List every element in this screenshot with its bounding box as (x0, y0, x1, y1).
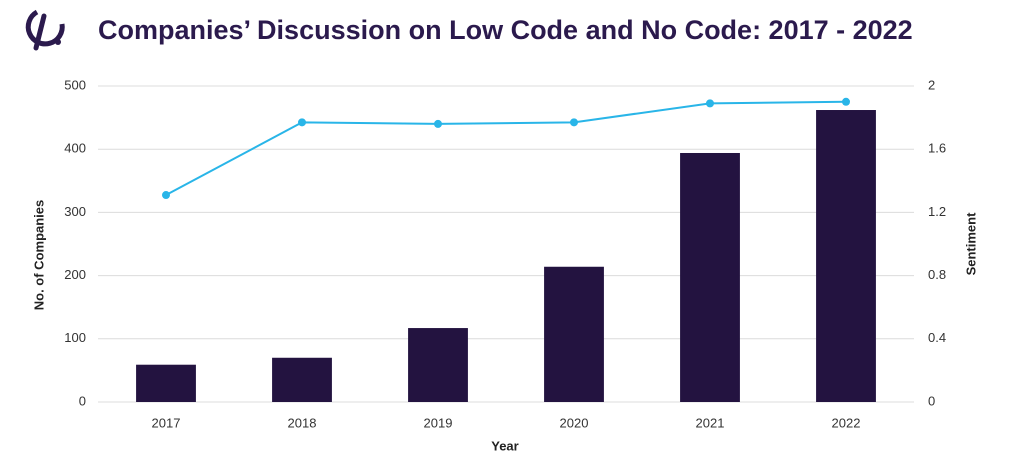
bar (816, 110, 876, 403)
y2-tick-label: 0.4 (928, 330, 946, 345)
y2-tick-label: 0.8 (928, 267, 946, 282)
y-tick-label: 300 (64, 204, 86, 219)
line-point (434, 119, 442, 128)
line-point (842, 97, 850, 106)
y-tick-label: 500 (64, 77, 86, 92)
logo (25, 9, 65, 51)
line-point (162, 191, 170, 200)
bar (544, 266, 604, 402)
line-point (298, 118, 306, 127)
y2-tick-label: 0 (928, 393, 935, 408)
y2-tick-label: 2 (928, 77, 935, 92)
y2-tick-label: 1.6 (928, 141, 946, 156)
y-tick-label: 400 (64, 141, 86, 156)
logo-stroke (33, 13, 47, 51)
x-tick-label: 2017 (152, 415, 181, 430)
x-tick-label: 2021 (696, 415, 725, 430)
y2-tick-label: 1.2 (928, 204, 946, 219)
y-tick-label: 200 (64, 267, 86, 282)
y-tick-label: 0 (79, 393, 86, 408)
x-axis-title: Year (491, 438, 518, 453)
bar (680, 152, 740, 402)
y-axis-title: No. of Companies (31, 200, 46, 311)
line (165, 100, 847, 196)
bar (136, 364, 196, 402)
chart-title: Companies’ Discussion on Low Code and No… (98, 15, 913, 45)
x-tick-label: 2018 (288, 415, 317, 430)
line-point (570, 118, 578, 127)
y2-axis-title: Sentiment (963, 212, 978, 276)
line-point (706, 99, 714, 108)
bar (408, 328, 468, 402)
bar (272, 357, 332, 402)
x-tick-label: 2020 (560, 415, 589, 430)
x-tick-label: 2019 (424, 415, 453, 430)
x-tick-label: 2022 (832, 415, 861, 430)
y-tick-label: 100 (64, 330, 86, 345)
logo-dot (55, 39, 61, 45)
